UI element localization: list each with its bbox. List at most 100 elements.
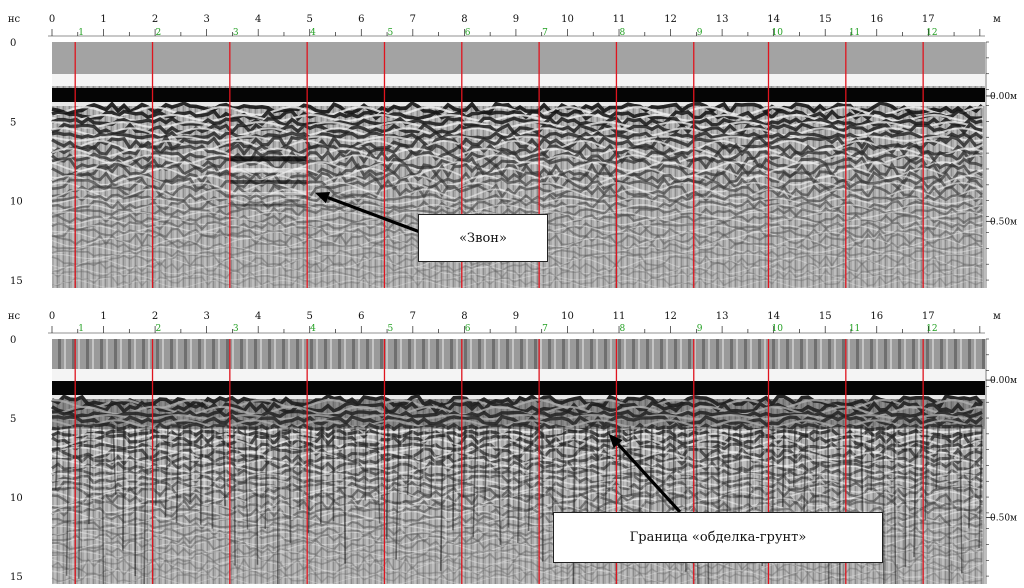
x-tick-label: 10	[561, 14, 574, 25]
x-tick-label: 3	[203, 14, 209, 25]
ringing-band	[230, 192, 307, 195]
y-axis-unit: нс	[8, 311, 21, 322]
callout-ringing: «Звон»	[418, 214, 548, 262]
depth-label: 0.50м	[990, 514, 1017, 524]
callout-lining-soil-boundary: Граница «обделка-грунт»	[553, 512, 883, 563]
x-tick-label: 0	[49, 311, 55, 322]
x-tick-label: 6	[358, 14, 364, 25]
x-tick-label: 3	[203, 311, 209, 322]
marker-label: 9	[697, 324, 703, 334]
marker-label: 5	[387, 28, 393, 38]
marker-label: 2	[156, 28, 162, 38]
dense-band	[52, 399, 985, 429]
x-tick-label: 15	[819, 14, 832, 25]
x-axis-unit: м	[993, 311, 1001, 322]
depth-label: 0.00м	[990, 376, 1017, 386]
streak	[431, 426, 432, 497]
marker-label: 11	[849, 324, 860, 334]
x-axis-unit: м	[993, 14, 1001, 25]
marker-label: 2	[156, 324, 162, 334]
white-band	[52, 74, 985, 86]
x-tick-label: 7	[410, 311, 416, 322]
streak	[79, 426, 80, 579]
x-tick-label: 11	[613, 14, 626, 25]
ringing-band	[230, 180, 307, 184]
streak	[365, 426, 366, 500]
x-tick-label: 14	[767, 311, 780, 322]
marker-label: 12	[926, 324, 937, 334]
marker-label: 10	[772, 28, 784, 38]
streak	[453, 426, 454, 530]
streak	[542, 426, 543, 562]
x-tick-label: 13	[716, 14, 729, 25]
streak	[156, 426, 157, 505]
x-tick-label: 14	[767, 14, 780, 25]
streak	[508, 426, 509, 528]
white-band	[52, 369, 985, 381]
depth-label: 0.00м	[990, 92, 1017, 102]
marker-label: 7	[542, 324, 548, 334]
marker-label: 10	[772, 324, 784, 334]
streak	[883, 426, 884, 584]
x-tick-label: 11	[613, 311, 626, 322]
marker-label: 11	[849, 28, 860, 38]
x-tick-label: 0	[49, 14, 55, 25]
x-tick-label: 7	[410, 14, 416, 25]
marker-label: 4	[310, 28, 316, 38]
marker-label: 1	[78, 28, 84, 38]
streak	[718, 426, 719, 516]
x-tick-label: 1	[100, 311, 106, 322]
x-tick-label: 2	[152, 14, 158, 25]
marker-label: 6	[465, 324, 471, 334]
streak	[355, 426, 356, 486]
marker-label: 4	[310, 324, 316, 334]
x-tick-label: 5	[307, 14, 313, 25]
x-tick-label: 16	[870, 14, 883, 25]
x-tick-label: 10	[561, 311, 574, 322]
x-tick-label: 15	[819, 311, 832, 322]
surface-reflection	[52, 381, 985, 395]
x-tick-label: 2	[152, 311, 158, 322]
y-tick-label: 15	[10, 276, 23, 287]
y-tick-label: 15	[10, 572, 23, 583]
direct-wave-band	[52, 42, 985, 74]
x-tick-label: 6	[358, 311, 364, 322]
x-tick-label: 9	[513, 311, 519, 322]
x-tick-label: 9	[513, 14, 519, 25]
marker-label: 3	[233, 324, 239, 334]
marker-label: 9	[697, 28, 703, 38]
streak	[420, 426, 421, 492]
streak	[871, 426, 872, 491]
x-tick-label: 12	[664, 14, 677, 25]
x-tick-label: 1	[100, 14, 106, 25]
depth-label: 0.50м	[990, 217, 1017, 227]
marker-label: 3	[233, 28, 239, 38]
x-tick-label: 5	[307, 311, 313, 322]
x-tick-label: 13	[716, 311, 729, 322]
y-axis-unit: нс	[8, 14, 21, 25]
y-tick-label: 5	[10, 117, 16, 128]
x-tick-label: 12	[664, 311, 677, 322]
y-tick-label: 0	[10, 335, 16, 346]
ringing-band	[230, 168, 307, 172]
y-tick-label: 10	[10, 493, 23, 504]
x-tick-label: 16	[870, 311, 883, 322]
marker-label: 8	[619, 324, 625, 334]
marker-label: 8	[619, 28, 625, 38]
x-tick-label: 4	[255, 311, 261, 322]
y-tick-label: 0	[10, 38, 16, 49]
streak	[123, 426, 124, 551]
y-tick-label: 10	[10, 197, 23, 208]
streak	[673, 426, 674, 511]
x-tick-label: 4	[255, 14, 261, 25]
streak	[234, 426, 235, 565]
marker-label: 7	[542, 28, 548, 38]
ringing-band	[230, 156, 307, 161]
ringing-band	[230, 204, 307, 207]
direct-wave-band	[52, 339, 985, 369]
marker-label: 12	[926, 28, 937, 38]
